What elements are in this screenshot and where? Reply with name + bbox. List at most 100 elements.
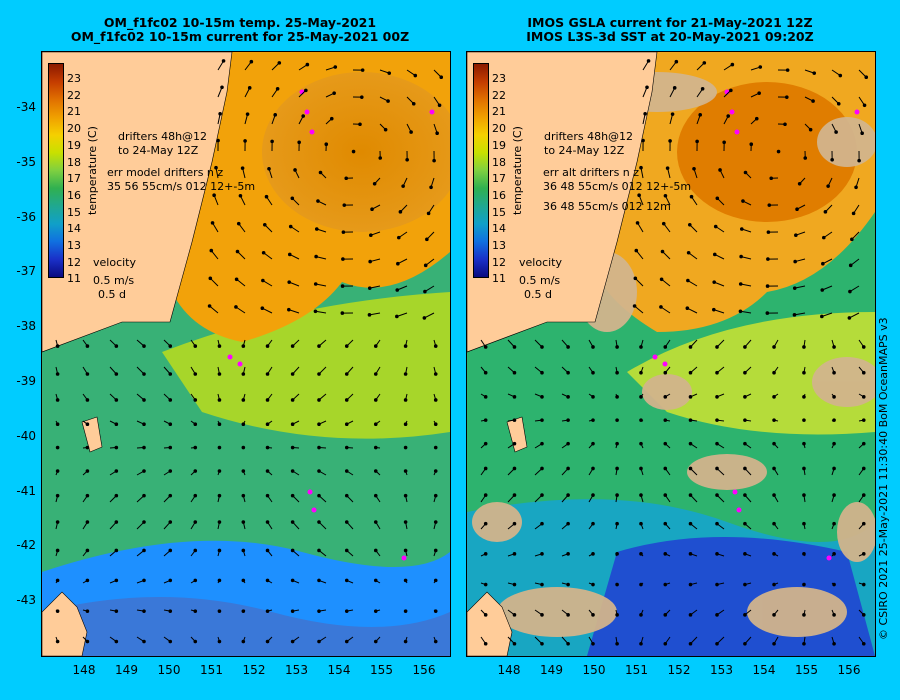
current-arrow-head bbox=[217, 639, 222, 644]
current-arrow-head bbox=[512, 418, 517, 422]
current-arrow-head bbox=[317, 609, 321, 613]
current-arrow-head bbox=[358, 122, 362, 127]
current-arrow-head bbox=[238, 193, 243, 198]
current-arrow-head bbox=[168, 548, 173, 553]
current-arrow-head bbox=[85, 609, 90, 613]
current-arrow-head bbox=[249, 59, 254, 64]
current-arrow-head bbox=[772, 345, 776, 349]
current-arrow-head bbox=[854, 185, 858, 190]
right-err-line1: err alt drifters n z bbox=[543, 166, 640, 179]
current-arrow-head bbox=[784, 95, 789, 99]
current-arrow-head bbox=[265, 344, 270, 348]
current-arrow-head bbox=[591, 418, 595, 422]
current-arrow-head bbox=[743, 613, 747, 617]
current-arrow-head bbox=[221, 59, 226, 63]
current-arrow-head bbox=[540, 441, 544, 446]
current-arrow-head bbox=[114, 398, 119, 402]
colorbar-tick: 11 bbox=[492, 272, 506, 286]
current-arrow-head bbox=[403, 520, 408, 524]
current-arrow-head bbox=[743, 582, 747, 587]
current-arrow-head bbox=[265, 609, 270, 613]
left-drifters-line2: to 24-May 12Z bbox=[118, 144, 199, 157]
current-arrow-head bbox=[317, 422, 321, 426]
current-arrow-head bbox=[689, 194, 694, 199]
current-arrow-head bbox=[297, 140, 301, 145]
colorbar-tick: 17 bbox=[67, 172, 81, 186]
lat-tick: -38 bbox=[16, 319, 36, 334]
current-arrow-head bbox=[397, 235, 401, 240]
current-arrow-head bbox=[861, 493, 866, 497]
current-arrow-head bbox=[483, 395, 488, 399]
lon-tick: 156 bbox=[837, 663, 861, 677]
current-arrow-head bbox=[483, 613, 488, 617]
current-arrow-head bbox=[142, 469, 146, 473]
current-arrow-head bbox=[512, 582, 517, 587]
current-arrow-head bbox=[512, 466, 517, 471]
right-drifters-line1: drifters 48h@12 bbox=[544, 130, 634, 143]
current-arrow-head bbox=[367, 286, 372, 290]
current-arrow-head bbox=[754, 116, 759, 121]
current-arrow-head bbox=[688, 466, 693, 471]
current-arrow-head bbox=[767, 203, 772, 207]
colorbar-tick: 22 bbox=[67, 88, 81, 102]
current-arrow-head bbox=[811, 99, 815, 103]
current-arrow-head bbox=[632, 304, 637, 308]
current-arrow-head bbox=[802, 613, 806, 617]
current-arrow-head bbox=[261, 278, 265, 283]
current-arrow-head bbox=[114, 520, 119, 524]
lat-tick: -42 bbox=[16, 538, 36, 553]
current-arrow-head bbox=[403, 398, 408, 402]
current-arrow bbox=[424, 312, 435, 319]
current-arrow-head bbox=[566, 582, 570, 587]
right-map[interactable] bbox=[466, 51, 876, 657]
current-arrow-head bbox=[566, 641, 570, 646]
current-arrow-head bbox=[293, 168, 297, 172]
current-arrow-head bbox=[615, 395, 619, 399]
current-arrow-head bbox=[802, 493, 806, 497]
left-velocity-label: velocity bbox=[93, 256, 136, 269]
current-arrow-head bbox=[114, 422, 119, 426]
current-arrow-head bbox=[783, 122, 787, 127]
current-arrow-head bbox=[766, 257, 770, 261]
current-arrow-head bbox=[766, 230, 771, 234]
current-arrow-head bbox=[373, 422, 378, 426]
current-arrow-head bbox=[403, 445, 408, 450]
current-arrow bbox=[209, 305, 219, 314]
current-arrow-head bbox=[433, 609, 438, 613]
colorbar-tick: 19 bbox=[492, 138, 506, 152]
current-arrow-head bbox=[193, 639, 198, 644]
current-arrow-head bbox=[635, 221, 640, 225]
current-arrow-head bbox=[851, 211, 856, 216]
current-arrow-head bbox=[55, 445, 60, 450]
colorbar-tick: 23 bbox=[492, 72, 506, 85]
current-arrow-head bbox=[290, 578, 295, 583]
current-arrow-head bbox=[832, 641, 836, 646]
current-arrow-head bbox=[639, 466, 643, 471]
current-arrow-head bbox=[826, 184, 830, 188]
current-arrow-head bbox=[823, 210, 828, 214]
current-arrow-head bbox=[214, 165, 218, 170]
current-arrow-head bbox=[193, 520, 198, 524]
current-arrow-head bbox=[820, 314, 824, 319]
current-arrow-head bbox=[663, 418, 668, 422]
current-arrow-head bbox=[370, 207, 374, 212]
colorbar-tick: 13 bbox=[67, 239, 81, 252]
current-arrow-head bbox=[55, 520, 60, 524]
lon-tick: 152 bbox=[242, 663, 266, 677]
left-map[interactable] bbox=[41, 51, 451, 657]
current-arrow-head bbox=[861, 370, 866, 375]
current-arrow-head bbox=[210, 221, 215, 225]
current-arrow-head bbox=[208, 276, 213, 281]
current-arrow-head bbox=[437, 103, 442, 108]
current-arrow-head bbox=[674, 59, 679, 64]
current-arrow-head bbox=[433, 469, 438, 473]
current-arrow-head bbox=[317, 372, 321, 376]
current-arrow-head bbox=[55, 469, 60, 473]
current-arrow-head bbox=[663, 582, 668, 587]
right-velocity-speed: 0.5 m/s bbox=[519, 274, 561, 287]
colorbar-title-left: temperature (C) bbox=[86, 126, 99, 215]
current-arrow-head bbox=[566, 395, 570, 399]
current-arrow-head bbox=[663, 521, 668, 526]
current-arrow-head bbox=[772, 613, 776, 617]
current-arrow-head bbox=[591, 521, 595, 526]
